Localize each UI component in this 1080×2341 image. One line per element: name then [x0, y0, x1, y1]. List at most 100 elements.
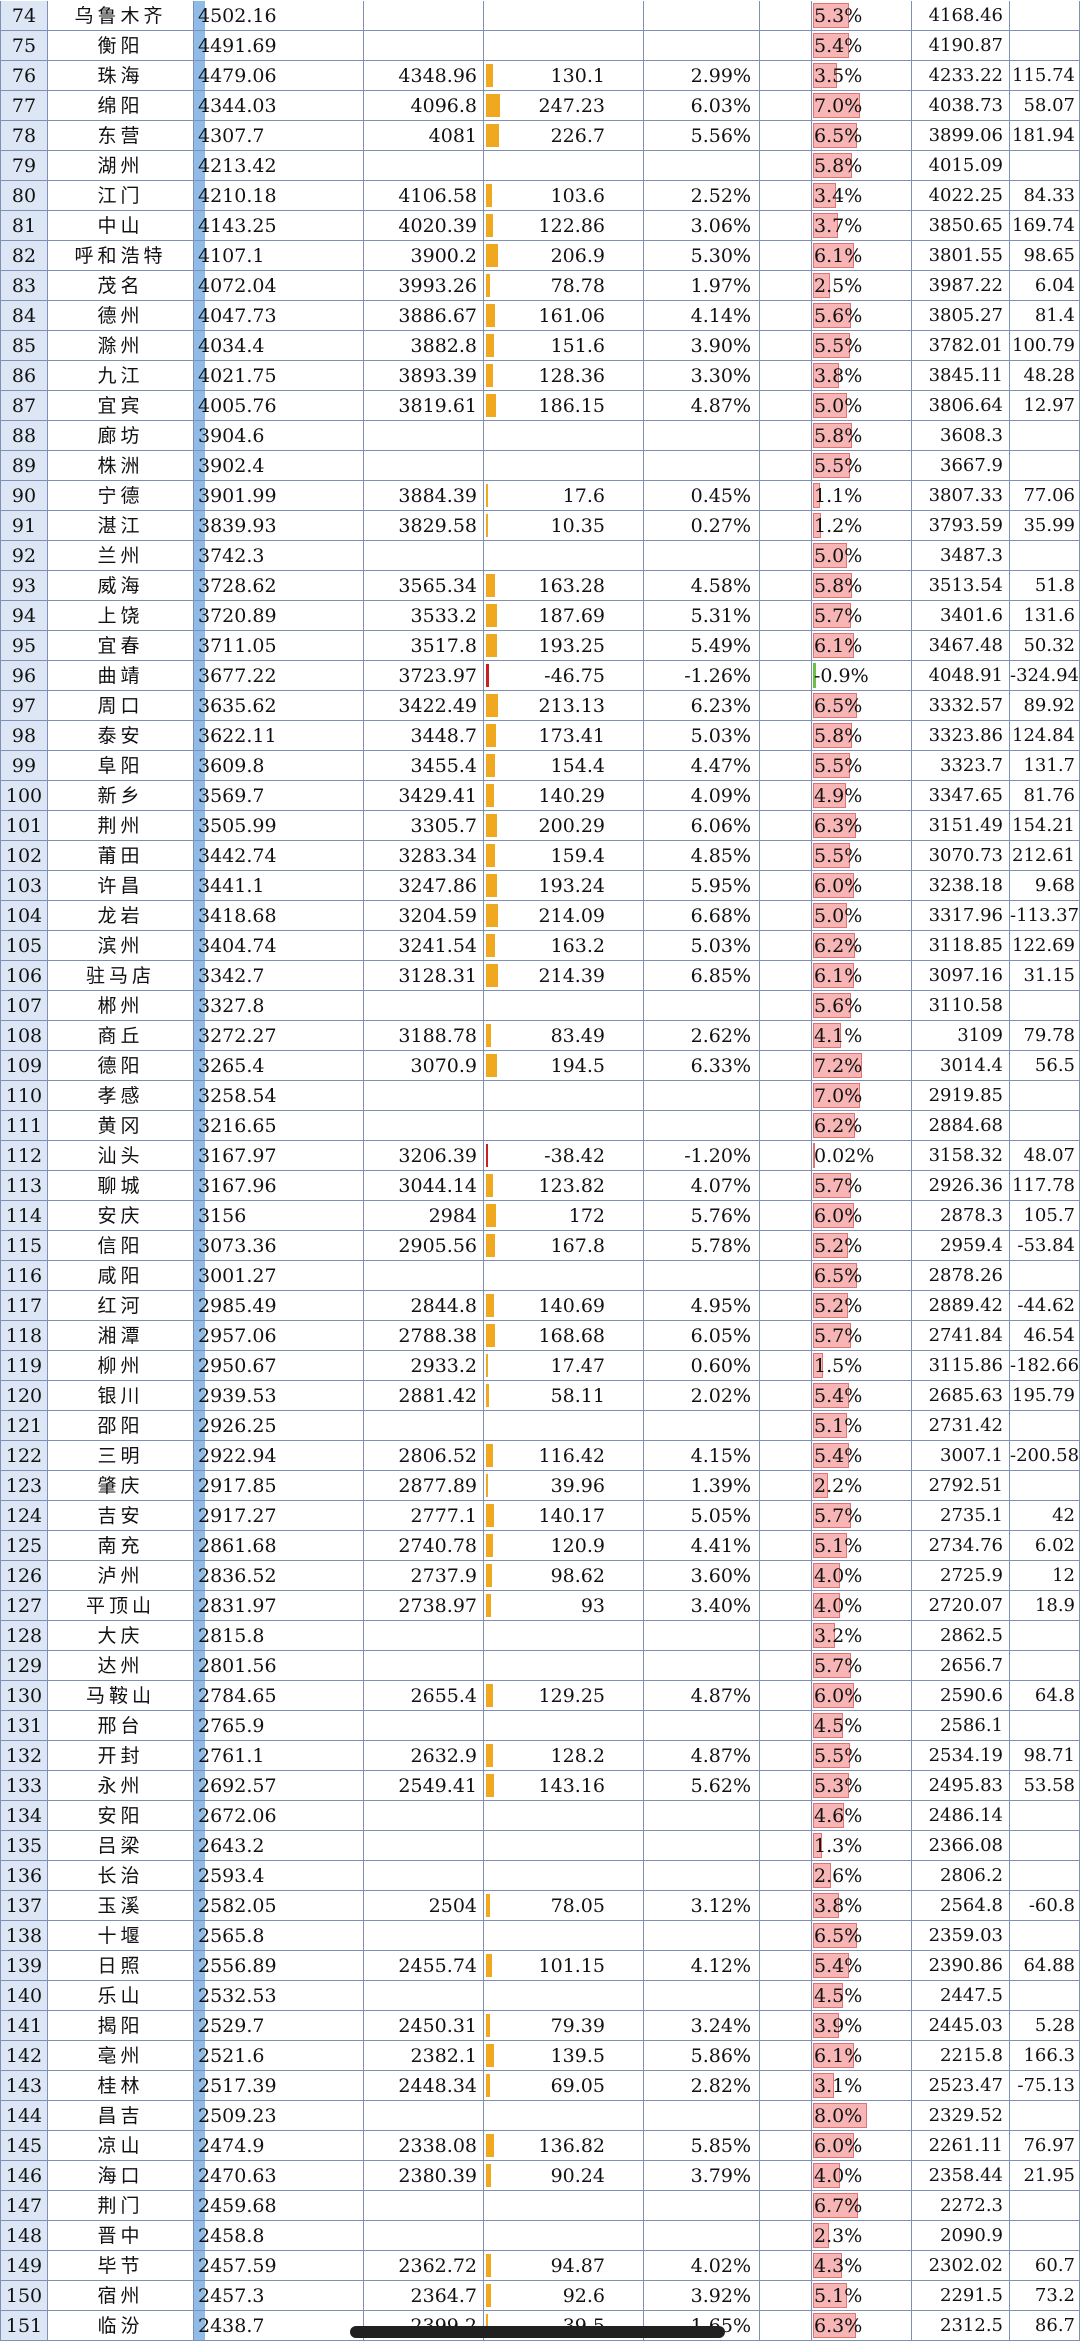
table-row[interactable]: 121 邵阳 2926.25 5.1% 2731.42 [0, 1411, 1080, 1441]
table-row[interactable]: 149 毕节 2457.59 2362.72 94.87 4.02% 4.3% 2302.02… [0, 2251, 1080, 2281]
table-row[interactable]: 104 龙岩 3418.68 3204.59 214.09 6.68% 5.0% 3317.9… [0, 901, 1080, 931]
table-row[interactable]: 84 德州 4047.73 3886.67 161.06 4.14% 5.6% 3805.27… [0, 301, 1080, 331]
table-row[interactable]: 87 宜宾 4005.76 3819.61 186.15 4.87% 5.0% 3806.64… [0, 391, 1080, 421]
increase-databar [486, 724, 496, 747]
table-row[interactable]: 132 开封 2761.1 2632.9 128.2 4.87% 5.5% 2534.19 98… [0, 1741, 1080, 1771]
difference-cell: 31.15 [1010, 961, 1080, 991]
table-row[interactable]: 75 衡阳 4491.69 5.4% 4190.87 [0, 31, 1080, 61]
home-indicator[interactable] [350, 2326, 725, 2338]
table-row[interactable]: 94 上饶 3720.89 3533.2 187.69 5.31% 5.7% 3401.6 13… [0, 601, 1080, 631]
growth-pct-cell: -1.20% [644, 1141, 760, 1171]
table-row[interactable]: 82 呼和浩特 4107.1 3900.2 206.9 5.30% 6.1% 3801.55 9… [0, 241, 1080, 271]
real-growth-cell: 6.3% [812, 2311, 912, 2341]
table-row[interactable]: 136 长治 2593.4 2.6% 2806.2 [0, 1861, 1080, 1891]
table-row[interactable]: 146 海口 2470.63 2380.39 90.24 3.79% 4.0% 2358.44… [0, 2161, 1080, 2191]
table-row[interactable]: 133 永州 2692.57 2549.41 143.16 5.62% 5.3% 2495.8… [0, 1771, 1080, 1801]
table-row[interactable]: 124 吉安 2917.27 2777.1 140.17 5.05% 5.7% 2735.1 4… [0, 1501, 1080, 1531]
table-row[interactable]: 89 株洲 3902.4 5.5% 3667.9 [0, 451, 1080, 481]
growth-pct-cell [644, 31, 760, 61]
table-row[interactable]: 120 银川 2939.53 2881.42 58.11 2.02% 5.4% 2685.63… [0, 1381, 1080, 1411]
city-cell: 长治 [48, 1861, 194, 1891]
table-row[interactable]: 93 威海 3728.62 3565.34 163.28 4.58% 5.8% 3513.54… [0, 571, 1080, 601]
table-row[interactable]: 138 十堰 2565.8 6.5% 2359.03 [0, 1921, 1080, 1951]
gdp-cell: 2521.6 [194, 2041, 364, 2071]
table-row[interactable]: 122 三明 2922.94 2806.52 116.42 4.15% 5.4% 3007.1… [0, 1441, 1080, 1471]
table-row[interactable]: 100 新乡 3569.7 3429.41 140.29 4.09% 4.9% 3347.65… [0, 781, 1080, 811]
table-row[interactable]: 148 晋中 2458.8 2.3% 2090.9 [0, 2221, 1080, 2251]
table-row[interactable]: 85 滁州 4034.4 3882.8 151.6 3.90% 5.5% 3782.01 100… [0, 331, 1080, 361]
table-row[interactable]: 102 莆田 3442.74 3283.34 159.4 4.85% 5.5% 3070.73… [0, 841, 1080, 871]
table-row[interactable]: 126 泸州 2836.52 2737.9 98.62 3.60% 4.0% 2725.9 12 [0, 1561, 1080, 1591]
table-row[interactable]: 74 乌鲁木齐 4502.16 5.3% 4168.46 [0, 1, 1080, 31]
table-row[interactable]: 95 宜春 3711.05 3517.8 193.25 5.49% 6.1% 3467.48 5… [0, 631, 1080, 661]
table-row[interactable]: 143 桂林 2517.39 2448.34 69.05 2.82% 3.1% 2523.47… [0, 2071, 1080, 2101]
table-row[interactable]: 90 宁德 3901.99 3884.39 17.6 0.45% 1.1% 3807.33 77… [0, 481, 1080, 511]
rank-cell: 128 [0, 1621, 48, 1651]
blank-cell [760, 541, 812, 571]
table-row[interactable]: 79 湖州 4213.42 5.8% 4015.09 [0, 151, 1080, 181]
rank-cell: 80 [0, 181, 48, 211]
table-row[interactable]: 110 孝感 3258.54 7.0% 2919.85 [0, 1081, 1080, 1111]
gdp-value: 2643.2 [198, 1835, 265, 1857]
table-row[interactable]: 114 安庆 3156 2984 172 5.76% 6.0% 2878.3 105.7 [0, 1201, 1080, 1231]
table-row[interactable]: 116 咸阳 3001.27 6.5% 2878.26 [0, 1261, 1080, 1291]
table-row[interactable]: 103 许昌 3441.1 3247.86 193.24 5.95% 6.0% 3238.18… [0, 871, 1080, 901]
gdp-value: 3167.96 [198, 1175, 277, 1197]
table-row[interactable]: 112 汕头 3167.97 3206.39 -38.42 -1.20% 0.02% 3158… [0, 1141, 1080, 1171]
table-row[interactable]: 101 荆州 3505.99 3305.7 200.29 6.06% 6.3% 3151.49… [0, 811, 1080, 841]
table-row[interactable]: 109 德阳 3265.4 3070.9 194.5 6.33% 7.2% 3014.4 56.… [0, 1051, 1080, 1081]
table-row[interactable]: 125 南充 2861.68 2740.78 120.9 4.41% 5.1% 2734.76… [0, 1531, 1080, 1561]
table-row[interactable]: 88 廊坊 3904.6 5.8% 3608.3 [0, 421, 1080, 451]
table-row[interactable]: 115 信阳 3073.36 2905.56 167.8 5.78% 5.2% 2959.4-… [0, 1231, 1080, 1261]
table-row[interactable]: 123 肇庆 2917.85 2877.89 39.96 1.39% 2.2% 2792.51 [0, 1471, 1080, 1501]
table-row[interactable]: 117 红河 2985.49 2844.8 140.69 4.95% 5.2% 2889.42… [0, 1291, 1080, 1321]
table-row[interactable]: 144 昌吉 2509.23 8.0% 2329.52 [0, 2101, 1080, 2131]
table-row[interactable]: 83 茂名 4072.04 3993.26 78.78 1.97% 2.5% 3987.22 6… [0, 271, 1080, 301]
table-row[interactable]: 118 湘潭 2957.06 2788.38 168.68 6.05% 5.7% 2741.8… [0, 1321, 1080, 1351]
gdp-value: 3265.4 [198, 1055, 265, 1077]
difference-cell [1010, 151, 1080, 181]
table-row[interactable]: 98 泰安 3622.11 3448.7 173.41 5.03% 5.8% 3323.86 1… [0, 721, 1080, 751]
table-row[interactable]: 99 阜阳 3609.8 3455.4 154.4 4.47% 5.5% 3323.7 131.… [0, 751, 1080, 781]
table-row[interactable]: 81 中山 4143.25 4020.39 122.86 3.06% 3.7% 3850.65… [0, 211, 1080, 241]
table-row[interactable]: 145 凉山 2474.9 2338.08 136.82 5.85% 6.0% 2261.11… [0, 2131, 1080, 2161]
table-row[interactable]: 141 揭阳 2529.7 2450.31 79.39 3.24% 3.9% 2445.03 5… [0, 2011, 1080, 2041]
rank-cell: 112 [0, 1141, 48, 1171]
real-growth-databar [813, 543, 847, 568]
table-row[interactable]: 140 乐山 2532.53 4.5% 2447.5 [0, 1981, 1080, 2011]
table-row[interactable]: 150 宿州 2457.3 2364.7 92.6 3.92% 5.1% 2291.5 73.2 [0, 2281, 1080, 2311]
table-row[interactable]: 92 兰州 3742.3 5.0% 3487.3 [0, 541, 1080, 571]
table-row[interactable]: 111 黄冈 3216.65 6.2% 2884.68 [0, 1111, 1080, 1141]
table-row[interactable]: 129 达州 2801.56 5.7% 2656.7 [0, 1651, 1080, 1681]
table-row[interactable]: 134 安阳 2672.06 4.6% 2486.14 [0, 1801, 1080, 1831]
table-row[interactable]: 147 荆门 2459.68 6.7% 2272.3 [0, 2191, 1080, 2221]
table-row[interactable]: 80 江门 4210.18 4106.58 103.6 2.52% 3.4% 4022.25 8… [0, 181, 1080, 211]
table-row[interactable]: 96 曲靖 3677.22 3723.97 -46.75 -1.26% -0.9% 4048.… [0, 661, 1080, 691]
blank-cell [760, 991, 812, 1021]
table-row[interactable]: 107 郴州 3327.8 5.6% 3110.58 [0, 991, 1080, 1021]
table-row[interactable]: 139 日照 2556.89 2455.74 101.15 4.12% 5.4% 2390.8… [0, 1951, 1080, 1981]
table-row[interactable]: 108 商丘 3272.27 3188.78 83.49 2.62% 4.1% 3109 79.… [0, 1021, 1080, 1051]
table-row[interactable]: 106 驻马店 3342.7 3128.31 214.39 6.85% 6.1% 3097.1… [0, 961, 1080, 991]
table-row[interactable]: 135 吕梁 2643.2 1.3% 2366.08 [0, 1831, 1080, 1861]
table-row[interactable]: 142 亳州 2521.6 2382.1 139.5 5.86% 6.1% 2215.8 166… [0, 2041, 1080, 2071]
real-growth-databar [813, 663, 816, 688]
table-row[interactable]: 105 滨州 3404.74 3241.54 163.2 5.03% 6.2% 3118.85… [0, 931, 1080, 961]
table-row[interactable]: 131 邢台 2765.9 4.5% 2586.1 [0, 1711, 1080, 1741]
table-row[interactable]: 86 九江 4021.75 3893.39 128.36 3.30% 3.8% 3845.11… [0, 361, 1080, 391]
rank-cell: 130 [0, 1681, 48, 1711]
table-row[interactable]: 137 玉溪 2582.05 2504 78.05 3.12% 3.8% 2564.8 -60.… [0, 1891, 1080, 1921]
table-row[interactable]: 113 聊城 3167.96 3044.14 123.82 4.07% 5.7% 2926.3… [0, 1171, 1080, 1201]
table-row[interactable]: 119 柳州 2950.67 2933.2 17.47 0.60% 1.5% 3115.86-… [0, 1351, 1080, 1381]
base-value-cell: 3805.27 [912, 301, 1010, 331]
table-row[interactable]: 130 马鞍山 2784.65 2655.4 129.25 4.87% 6.0% 2590.6… [0, 1681, 1080, 1711]
table-row[interactable]: 128 大庆 2815.8 3.2% 2862.5 [0, 1621, 1080, 1651]
table-row[interactable]: 91 湛江 3839.93 3829.58 10.35 0.27% 1.2% 3793.59 3… [0, 511, 1080, 541]
table-row[interactable]: 77 绵阳 4344.03 4096.8 247.23 6.03% 7.0% 4038.73 5… [0, 91, 1080, 121]
difference-cell: 48.28 [1010, 361, 1080, 391]
table-row[interactable]: 76 珠海 4479.06 4348.96 130.1 2.99% 3.5% 4233.22 1… [0, 61, 1080, 91]
table-row[interactable]: 97 周口 3635.62 3422.49 213.13 6.23% 6.5% 3332.57… [0, 691, 1080, 721]
increase-cell: 128.36 [484, 361, 644, 391]
table-row[interactable]: 78 东营 4307.7 4081 226.7 5.56% 6.5% 3899.06 181.9… [0, 121, 1080, 151]
table-row[interactable]: 127 平顶山 2831.97 2738.97 93 3.40% 4.0% 2720.07 18… [0, 1591, 1080, 1621]
